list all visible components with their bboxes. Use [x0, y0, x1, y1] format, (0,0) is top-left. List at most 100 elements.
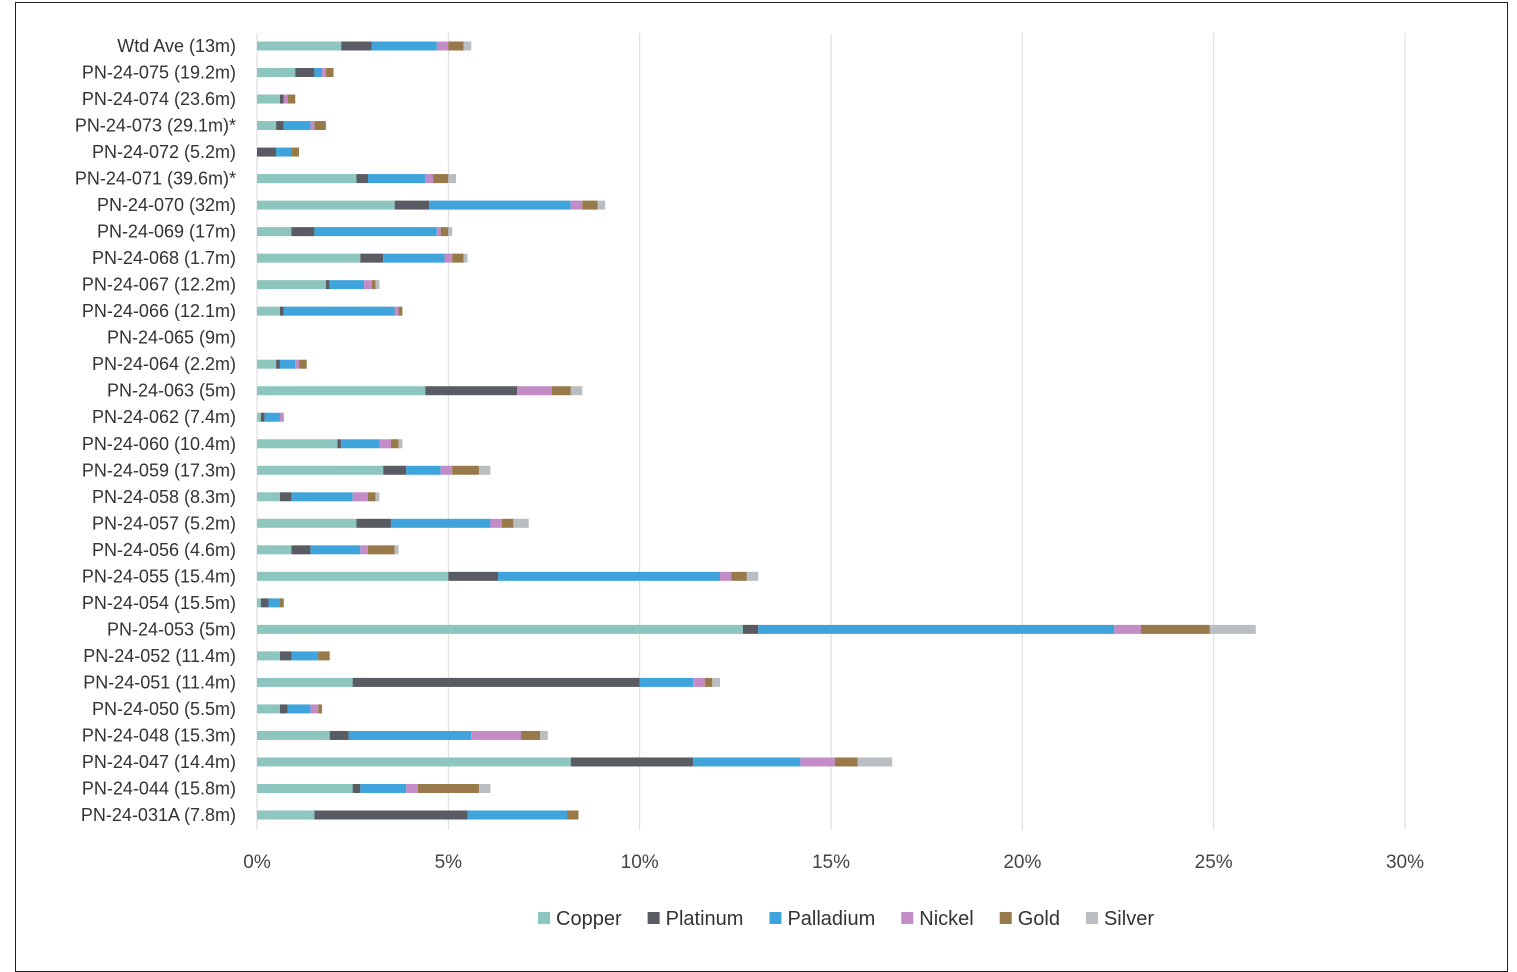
bar-segment	[379, 439, 391, 449]
bar-segment	[257, 68, 296, 78]
category-label: PN-24-051 (11.4m)	[83, 672, 236, 692]
bar-segment	[291, 227, 315, 237]
bar-segment	[325, 280, 330, 290]
bar-segment	[517, 386, 552, 396]
bar-segment	[348, 730, 472, 740]
bar-segment	[341, 41, 372, 51]
x-tick-label: 5%	[435, 852, 463, 873]
gridlines	[256, 33, 1406, 830]
bar-segment	[390, 439, 399, 449]
category-label: PN-24-065 (9m)	[107, 328, 236, 348]
bar-segment	[406, 465, 441, 475]
category-label: PN-24-072 (5.2m)	[92, 142, 236, 162]
bar-segment	[257, 757, 571, 767]
bar-segment	[283, 306, 395, 316]
bar-segment	[693, 677, 705, 687]
category-label: PN-24-056 (4.6m)	[92, 540, 236, 560]
bar-segment	[1114, 624, 1141, 634]
x-tick-label: 0%	[243, 852, 271, 873]
bar-segment	[758, 624, 1115, 634]
legend-swatch	[901, 912, 914, 924]
bar-segment	[371, 41, 437, 51]
bar-segment	[291, 147, 300, 157]
category-label: PN-24-044 (15.8m)	[82, 778, 236, 798]
category-label: PN-24-031A (7.8m)	[81, 805, 236, 825]
bar-segment	[283, 94, 288, 104]
bar-segment	[834, 757, 858, 767]
bar-segment	[279, 306, 284, 316]
bar-segment	[1140, 624, 1210, 634]
bar-segment	[257, 783, 353, 793]
bar-segment	[264, 412, 280, 422]
bar-segment	[436, 41, 449, 51]
bar-segment	[325, 68, 334, 78]
bar-segment	[356, 174, 368, 184]
bar-segment	[295, 359, 300, 369]
bar-segment	[501, 518, 514, 528]
bar-segment	[352, 783, 361, 793]
legend-label: Gold	[1018, 908, 1060, 930]
bar-segment	[279, 94, 284, 104]
bar-segment	[394, 200, 430, 210]
bar-segment	[478, 783, 491, 793]
bar-segment	[440, 465, 453, 475]
category-label: PN-24-068 (1.7m)	[92, 248, 236, 268]
bars	[257, 41, 1256, 820]
bar-segment	[299, 359, 307, 369]
bar-segment	[444, 253, 453, 263]
bar-segment	[257, 518, 357, 528]
bar-segment	[257, 439, 338, 449]
bar-segment	[467, 810, 567, 820]
bar-segment	[341, 439, 380, 449]
bar-segment	[314, 121, 326, 131]
x-tick-label: 25%	[1195, 852, 1233, 873]
bar-segment	[383, 465, 407, 475]
legend-swatch	[538, 912, 551, 924]
bar-segment	[720, 571, 732, 581]
bar-segment	[257, 598, 261, 608]
category-label: PN-24-074 (23.6m)	[82, 89, 236, 109]
bar-segment	[742, 624, 759, 634]
category-label: PN-24-054 (15.5m)	[82, 593, 236, 613]
legend-swatch	[647, 912, 660, 924]
bar-segment	[287, 704, 311, 714]
bar-segment	[279, 492, 292, 502]
bar-segment	[452, 253, 464, 263]
bar-segment	[712, 677, 721, 687]
bar-segment	[322, 68, 326, 78]
bar-segment	[566, 810, 579, 820]
bar-segment	[257, 545, 292, 555]
bar-segment	[375, 280, 380, 290]
bar-segment	[394, 545, 399, 555]
bar-segment	[448, 571, 499, 581]
bar-segment	[448, 227, 453, 237]
bar-segment	[257, 730, 330, 740]
bar-segment	[276, 147, 292, 157]
legend-label: Nickel	[919, 908, 973, 930]
bar-segment	[329, 730, 349, 740]
bar-segment	[471, 730, 522, 740]
bar-segment	[360, 545, 368, 555]
bar-segment	[693, 757, 801, 767]
bar-segment	[279, 651, 292, 661]
category-label: PN-24-062 (7.4m)	[92, 407, 236, 427]
legend-label: Platinum	[666, 908, 744, 930]
legend-swatch	[1085, 912, 1098, 924]
category-label: PN-24-055 (15.4m)	[82, 566, 236, 586]
bar-segment	[570, 757, 694, 767]
bar-segment	[257, 492, 280, 502]
bar-segment	[257, 412, 261, 422]
bar-segment	[257, 227, 292, 237]
bar-segment	[433, 174, 449, 184]
bar-segment	[283, 121, 311, 131]
bar-segment	[746, 571, 759, 581]
x-tick-label: 15%	[812, 852, 850, 873]
bar-segment	[425, 386, 518, 396]
bar-segment	[394, 306, 399, 316]
x-tick-label: 10%	[621, 852, 659, 873]
bar-segment	[314, 810, 468, 820]
bar-segment	[352, 492, 368, 502]
bar-segment	[364, 280, 372, 290]
bar-segment	[268, 598, 280, 608]
